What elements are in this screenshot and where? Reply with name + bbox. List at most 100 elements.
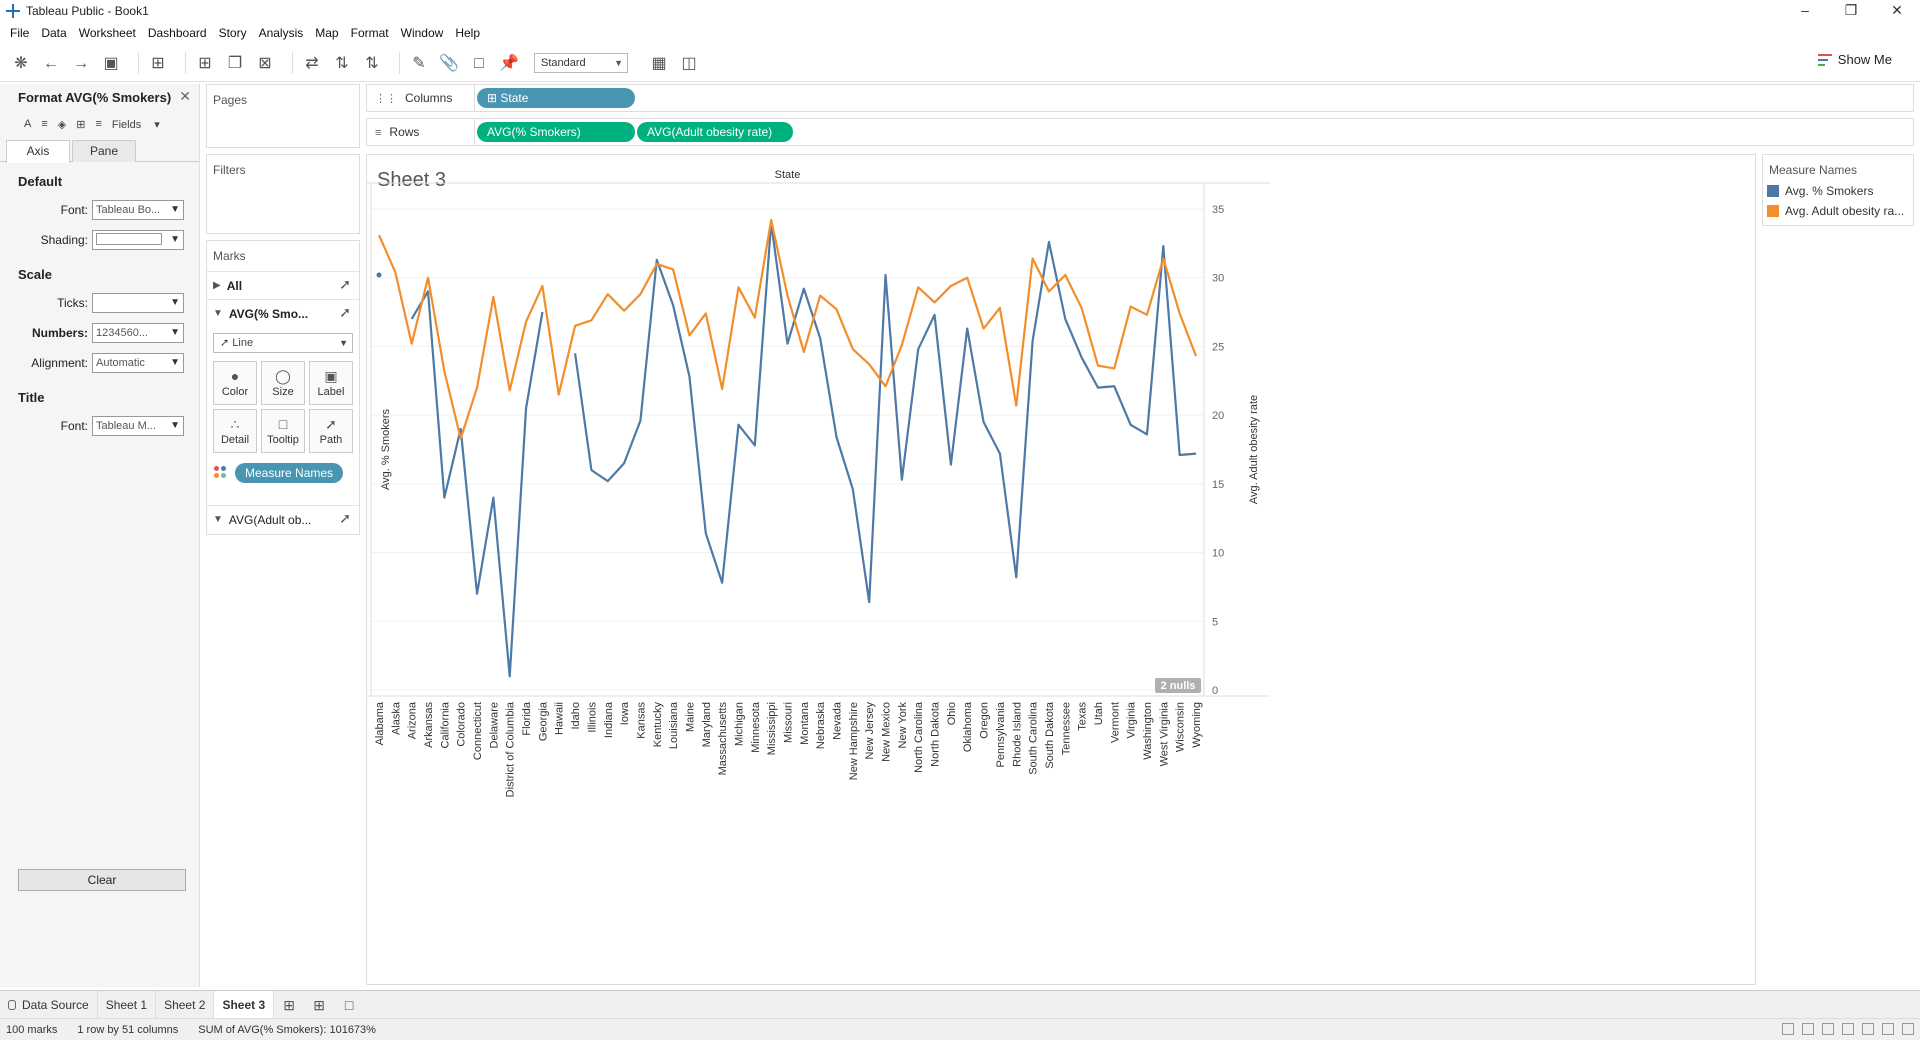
close-window-icon[interactable]: ✕ xyxy=(1891,2,1903,18)
menu-data[interactable]: Data xyxy=(41,26,67,40)
new-worksheet-icon[interactable]: ⊞ xyxy=(283,996,295,1013)
ticks-select[interactable]: ▼ xyxy=(92,293,184,313)
legend-swatch xyxy=(1767,205,1779,217)
measure-names-pill[interactable]: Measure Names xyxy=(235,463,344,483)
state-pill[interactable]: ⊞ State xyxy=(477,88,635,108)
x-tick-label: Iowa xyxy=(619,701,631,725)
new-dashboard-icon[interactable]: ⊞ xyxy=(313,996,325,1013)
clear-sheet-icon[interactable]: ⊠ xyxy=(258,54,272,72)
title-font-select[interactable]: Tableau M... ▼ xyxy=(92,416,184,436)
format-borders-icon[interactable]: ⊞ xyxy=(76,118,86,131)
mark-type-dropdown[interactable]: ➚ Line ▼ xyxy=(213,333,353,353)
new-data-source-icon[interactable]: ⊞ xyxy=(151,54,165,72)
title-font-row: Font: Tableau M... ▼ xyxy=(0,411,199,441)
scale-section-heading: Scale xyxy=(18,267,52,282)
path-button[interactable]: ➚ Path xyxy=(309,409,353,453)
format-shading-icon[interactable]: ◈ xyxy=(57,118,67,131)
tooltip-button[interactable]: □ Tooltip xyxy=(261,409,305,453)
marks-smokers-row[interactable]: ▼ AVG(% Smo... ➚ xyxy=(207,299,359,327)
pages-card[interactable]: Pages xyxy=(206,84,360,148)
last-page-icon[interactable] xyxy=(1842,1023,1854,1035)
menu-help[interactable]: Help xyxy=(455,26,480,40)
fit-dropdown[interactable]: Standard ▼ xyxy=(534,52,628,73)
swap-rows-columns-icon[interactable]: ⇄ xyxy=(305,54,319,72)
x-tick-label: Missouri xyxy=(783,702,795,743)
numbers-select[interactable]: 1234560... ▼ xyxy=(92,323,184,343)
x-tick-label: Alabama xyxy=(374,701,386,745)
format-lines-icon[interactable]: ≡ xyxy=(95,118,102,130)
tab-view-icon[interactable] xyxy=(1902,1023,1914,1035)
smokers-pill[interactable]: AVG(% Smokers) xyxy=(477,122,635,142)
x-tick-label: Wyoming xyxy=(1191,702,1203,748)
numbers-label: Numbers: xyxy=(31,326,88,340)
tab-pane[interactable]: Pane xyxy=(72,140,136,162)
tab-sheet-2[interactable]: Sheet 2 xyxy=(156,990,215,1019)
dual-axis-line-chart[interactable]: State0%500%1000%1500%2000%2500%3000%3500… xyxy=(367,155,1755,984)
save-icon[interactable]: ▣ xyxy=(103,54,119,72)
line-mark-icon: ➚ xyxy=(220,337,230,349)
obesity-pill[interactable]: AVG(Adult obesity rate) xyxy=(637,122,793,142)
rows-shelf[interactable]: ≡ Rows AVG(% Smokers) AVG(Adult obesity r… xyxy=(366,118,1914,146)
columns-shelf[interactable]: ⋮⋮ Columns ⊞ State xyxy=(366,84,1914,112)
sort-ascending-icon[interactable]: ⇅ xyxy=(335,54,349,72)
chevron-down-icon: ▼ xyxy=(170,294,180,312)
group-members-icon[interactable]: 📎 xyxy=(439,54,459,72)
menu-window[interactable]: Window xyxy=(400,26,444,40)
duplicate-sheet-icon[interactable]: ❐ xyxy=(227,54,243,72)
marks-all-row[interactable]: ▶ All ➚ xyxy=(207,271,359,299)
color-button[interactable]: ● Color xyxy=(213,361,257,405)
undo-icon[interactable]: ← xyxy=(43,54,59,72)
new-story-icon[interactable]: □ xyxy=(344,996,354,1013)
tab-sheet-3[interactable]: Sheet 3 xyxy=(214,990,275,1019)
menu-map[interactable]: Map xyxy=(315,26,339,40)
sort-descending-icon[interactable]: ⇅ xyxy=(365,54,379,72)
tooltip-icon: □ xyxy=(278,416,288,432)
next-page-icon[interactable] xyxy=(1822,1023,1834,1035)
detail-button[interactable]: ∴ Detail xyxy=(213,409,257,453)
pin-axes-icon[interactable]: 📌 xyxy=(499,54,519,72)
minimize-icon[interactable]: – xyxy=(1801,2,1809,18)
filmstrip-view-icon[interactable] xyxy=(1882,1023,1894,1035)
menu-format[interactable]: Format xyxy=(350,26,389,40)
label-button[interactable]: ▣ Label xyxy=(309,361,353,405)
close-icon[interactable]: ✕ xyxy=(179,88,191,104)
show-mark-labels-icon[interactable]: □ xyxy=(474,54,484,72)
menu-file[interactable]: File xyxy=(10,26,30,40)
alignment-select[interactable]: Automatic ▼ xyxy=(92,353,184,373)
chevron-down-icon: ▼ xyxy=(170,324,180,342)
menu-worksheet[interactable]: Worksheet xyxy=(78,26,136,40)
sheet-tab-bar: Data Source Sheet 1 Sheet 2 Sheet 3 ⊞ ⊞ … xyxy=(0,990,1920,1019)
clear-button[interactable]: Clear xyxy=(18,869,186,891)
presentation-mode-icon[interactable]: ◫ xyxy=(681,54,697,72)
menu-story[interactable]: Story xyxy=(218,26,247,40)
new-worksheet-icon[interactable]: ⊞ xyxy=(198,54,212,72)
menu-analysis[interactable]: Analysis xyxy=(258,26,304,40)
show-me-button[interactable]: Show Me xyxy=(1817,52,1892,67)
default-section-heading: Default xyxy=(18,174,63,189)
redo-icon[interactable]: → xyxy=(73,54,89,72)
legend-item-obesity[interactable]: Avg. Adult obesity ra... xyxy=(1763,201,1913,221)
first-page-icon[interactable] xyxy=(1782,1023,1794,1035)
tableau-home-icon[interactable]: ❋ xyxy=(14,54,28,72)
fields-dropdown[interactable]: Fields ▾ xyxy=(111,118,160,131)
format-alignment-icon[interactable]: ≡ xyxy=(41,118,48,130)
maximize-icon[interactable]: ❐ xyxy=(1844,2,1858,18)
menu-dashboard[interactable]: Dashboard xyxy=(147,26,207,40)
show-me-icon xyxy=(1817,53,1832,66)
filters-card[interactable]: Filters xyxy=(206,154,360,234)
tab-axis[interactable]: Axis xyxy=(6,140,70,163)
shading-select[interactable]: ▼ xyxy=(92,230,184,250)
tab-sheet-1[interactable]: Sheet 1 xyxy=(98,990,157,1019)
highlight-icon[interactable]: ✎ xyxy=(412,54,426,72)
x-tick-label: Pennsylvania xyxy=(995,701,1007,767)
format-font-icon[interactable]: A xyxy=(24,118,32,130)
legend-item-smokers[interactable]: Avg. % Smokers xyxy=(1763,181,1913,201)
previous-page-icon[interactable] xyxy=(1802,1023,1814,1035)
font-select[interactable]: Tableau Bo... ▼ xyxy=(92,200,184,220)
size-button[interactable]: ◯ Size xyxy=(261,361,305,405)
show-cards-icon[interactable]: ▦ xyxy=(651,54,667,72)
marks-obesity-row[interactable]: ▼ AVG(Adult ob... ➚ xyxy=(207,505,359,533)
x-tick-label: Minnesota xyxy=(750,701,762,753)
tab-data-source[interactable]: Data Source xyxy=(0,990,98,1019)
grid-view-icon[interactable] xyxy=(1862,1023,1874,1035)
